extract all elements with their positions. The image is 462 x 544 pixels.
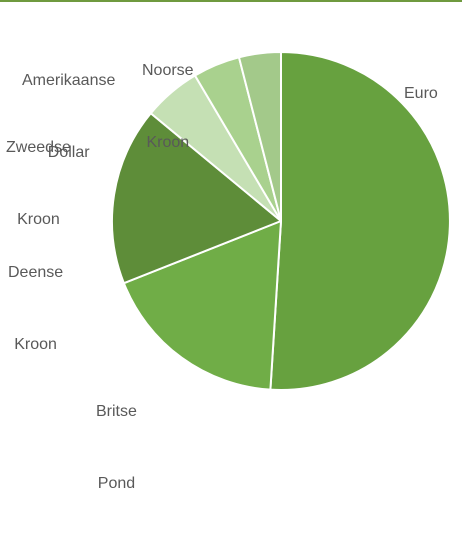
pie-chart: Euro Britse Pond Deense Kroon Zweedse Kr…	[0, 0, 462, 492]
slice-label-zweedse-kroon-line-1: Zweedse	[6, 139, 71, 156]
slice-label-amerikaanse-dollar-line-2: Dollar	[47, 144, 90, 161]
pie-slice-britse-pond	[122, 220, 282, 391]
slice-label-euro: Euro	[404, 34, 438, 154]
slice-label-zweedse-kroon-line-2: Kroon	[17, 211, 60, 228]
slice-label-noorse-kroon-line-2: Kroon	[146, 134, 190, 151]
slice-label-britse-pond-line-1: Britse	[96, 403, 137, 420]
slice-label-britse-pond-line-2: Pond	[97, 475, 136, 492]
slice-label-deense-kroon-line-2: Kroon	[14, 336, 57, 353]
slice-label-deense-kroon-line-1: Deense	[8, 264, 64, 281]
slice-label-amerikaanse-dollar: Amerikaanse Dollar	[22, 21, 115, 213]
pie-slice-euro	[269, 51, 451, 391]
slice-label-noorse-kroon: Noorse Kroon	[142, 11, 194, 203]
top-border	[0, 0, 462, 2]
slice-label-amerikaanse-dollar-line-1: Amerikaanse	[22, 72, 116, 89]
slice-label-noorse-kroon-line-1: Noorse	[142, 62, 194, 79]
slice-label-euro-line-1: Euro	[404, 85, 438, 102]
pie-slice-noorse-kroon	[237, 51, 282, 222]
slice-label-deense-kroon: Deense Kroon	[8, 213, 63, 405]
pie-slice-deense-kroon	[111, 112, 282, 285]
slice-label-zweedse-kroon: Zweedse Kroon	[6, 88, 71, 280]
slice-label-britse-pond: Britse Pond	[96, 352, 137, 544]
pie-plot-area	[111, 51, 451, 391]
